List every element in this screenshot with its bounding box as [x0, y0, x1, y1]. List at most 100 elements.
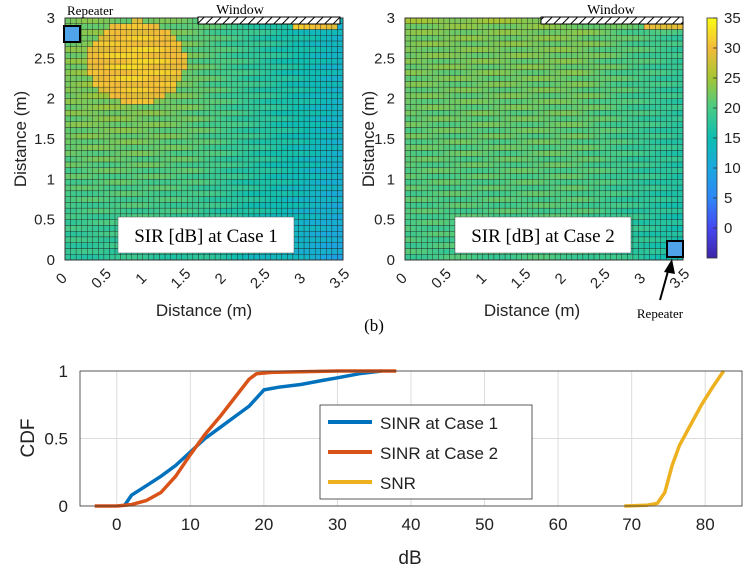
heatmap-cell — [493, 110, 500, 117]
heatmap-cell — [281, 161, 288, 168]
heatmap-cell — [287, 92, 294, 99]
heatmap-cell — [632, 242, 639, 249]
heatmap-cell — [75, 167, 82, 174]
heatmap-cell — [655, 219, 661, 226]
heatmap-cell — [554, 52, 561, 59]
heatmap-cell — [660, 92, 667, 99]
heatmap-cell — [427, 86, 433, 94]
heatmap-cell — [187, 17, 194, 24]
heatmap-cell — [432, 75, 439, 82]
heatmap-cell — [137, 207, 144, 215]
heatmap-cell — [532, 46, 539, 53]
heatmap-cell — [103, 179, 110, 186]
heatmap-cell — [415, 184, 422, 192]
heatmap-cell — [109, 236, 116, 243]
heatmap-cell — [471, 156, 478, 163]
heatmap-cell — [549, 92, 556, 99]
heatmap-cell — [270, 138, 277, 145]
heatmap-cell — [226, 144, 232, 151]
heatmap-cell — [203, 156, 210, 163]
heatmap-cell — [125, 35, 132, 42]
heatmap-cell — [638, 156, 645, 163]
heatmap-cell — [454, 196, 461, 203]
heatmap-cell — [64, 52, 71, 59]
heatmap-cell — [593, 196, 600, 203]
heatmap-cell — [521, 156, 528, 163]
heatmap-cell — [465, 150, 472, 157]
heatmap-cell — [415, 207, 422, 215]
heatmap-cell — [142, 167, 149, 174]
heatmap-cell — [643, 86, 650, 94]
heatmap-cell — [599, 133, 606, 140]
heatmap-cell — [303, 75, 310, 82]
heatmap-cell — [632, 173, 639, 180]
heatmap-cell — [198, 161, 205, 168]
heatmap-cell — [404, 23, 411, 30]
heatmap-cell — [159, 40, 166, 47]
heatmap-cell — [566, 121, 572, 128]
heatmap-cell — [187, 138, 194, 145]
heatmap-cell — [610, 127, 617, 134]
heatmap-cell — [465, 81, 472, 88]
heatmap-cell — [164, 156, 171, 163]
y-tick-label: 1 — [387, 171, 395, 188]
heatmap-cell — [220, 23, 227, 30]
heatmap-cell — [643, 110, 650, 117]
heatmap-cell — [242, 58, 249, 65]
heatmap-cell — [220, 35, 227, 42]
heatmap-cell — [75, 127, 82, 134]
heatmap-cell — [276, 104, 283, 111]
heatmap-cell — [632, 52, 639, 59]
heatmap-cell — [203, 92, 210, 99]
heatmap-cell — [577, 144, 584, 151]
heatmap-cell — [655, 63, 661, 71]
heatmap-cell — [621, 184, 628, 192]
heatmap-cell — [421, 248, 428, 255]
heatmap-case2-yticks: 00.511.522.53 — [374, 10, 395, 269]
heatmap-cell — [516, 46, 522, 53]
heatmap-cell — [521, 104, 528, 111]
heatmap-cell — [643, 156, 650, 163]
heatmap-cell — [75, 161, 82, 168]
heatmap-cell — [677, 92, 684, 99]
heatmap-cell — [454, 81, 461, 88]
heatmap-cell — [621, 75, 628, 82]
heatmap-cell — [465, 46, 472, 53]
heatmap-cell — [281, 150, 288, 157]
heatmap-cell — [604, 75, 611, 82]
heatmap-cell — [643, 75, 650, 82]
heatmap-cell — [560, 173, 567, 180]
heatmap-cell — [326, 138, 333, 145]
heatmap-cell — [571, 173, 578, 180]
heatmap-cell — [320, 98, 327, 105]
heatmap-cell — [421, 231, 428, 238]
heatmap-cell — [427, 202, 433, 209]
heatmap-cell — [320, 81, 327, 88]
heatmap-cell — [87, 133, 93, 140]
heatmap-cell — [649, 202, 656, 209]
heatmap-cell — [137, 173, 144, 180]
heatmap-cell — [616, 121, 623, 128]
heatmap-cell — [81, 184, 88, 192]
heatmap-cell — [521, 133, 528, 140]
heatmap-cell — [638, 23, 645, 30]
heatmap-cell — [87, 86, 93, 94]
heatmap-cell — [109, 69, 116, 76]
heatmap-cell — [170, 98, 177, 105]
heatmap-cell — [242, 173, 249, 180]
heatmap-cell — [577, 23, 584, 30]
heatmap-cell — [337, 75, 344, 82]
heatmap-cell — [627, 46, 634, 53]
heatmap-cell — [153, 196, 160, 203]
heatmap-cell — [142, 58, 149, 65]
heatmap-cell — [231, 110, 238, 117]
heatmap-cell — [521, 63, 528, 71]
heatmap-cell — [331, 75, 338, 82]
heatmap-cell — [543, 156, 550, 163]
heatmap-cell — [627, 63, 634, 71]
heatmap-cell — [153, 115, 160, 122]
heatmap-cell — [627, 161, 634, 168]
heatmap-cell — [427, 219, 433, 226]
heatmap-cell — [103, 207, 110, 215]
heatmap-cell — [432, 150, 439, 157]
